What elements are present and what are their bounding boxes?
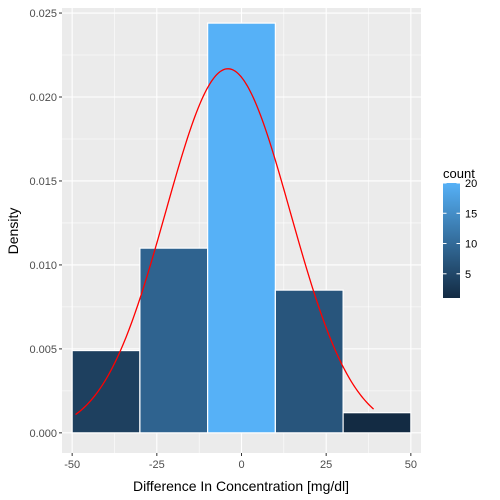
histogram-bar <box>342 412 412 434</box>
y-tick-label: 0.000 <box>29 428 57 440</box>
histogram-bar <box>139 247 209 434</box>
x-axis: -50 -25 0 25 50 <box>64 453 417 471</box>
histogram-bar <box>274 289 344 434</box>
histogram-bar <box>207 22 276 434</box>
histogram-bars <box>71 22 412 434</box>
y-tick-label: 0.020 <box>29 92 57 104</box>
x-tick-label: -50 <box>64 459 80 471</box>
legend-break-label: 20 <box>465 178 477 190</box>
legend-break-label: 10 <box>465 239 477 251</box>
legend-colorbar <box>443 183 460 298</box>
y-axis: 0.000 0.005 0.010 0.015 0.020 0.025 <box>29 8 62 440</box>
x-tick-label: 0 <box>238 459 244 471</box>
y-tick-label: 0.015 <box>29 176 57 188</box>
legend-break-label: 15 <box>465 208 477 220</box>
x-tick-label: -25 <box>149 459 165 471</box>
x-axis-title: Difference In Concentration [mg/dl] <box>133 478 349 494</box>
count-legend: count 5 10 15 20 <box>443 166 477 298</box>
histogram-bar <box>71 349 141 434</box>
y-tick-label: 0.025 <box>29 8 57 20</box>
y-axis-title: Density <box>5 208 21 255</box>
x-tick-label: 25 <box>320 459 332 471</box>
y-tick-label: 0.010 <box>29 260 57 272</box>
legend-title: count <box>443 166 475 181</box>
density-curve-group <box>75 68 375 416</box>
y-tick-label: 0.005 <box>29 344 57 356</box>
legend-break-label: 5 <box>465 269 471 281</box>
density-curve <box>75 68 375 416</box>
x-tick-label: 50 <box>405 459 417 471</box>
